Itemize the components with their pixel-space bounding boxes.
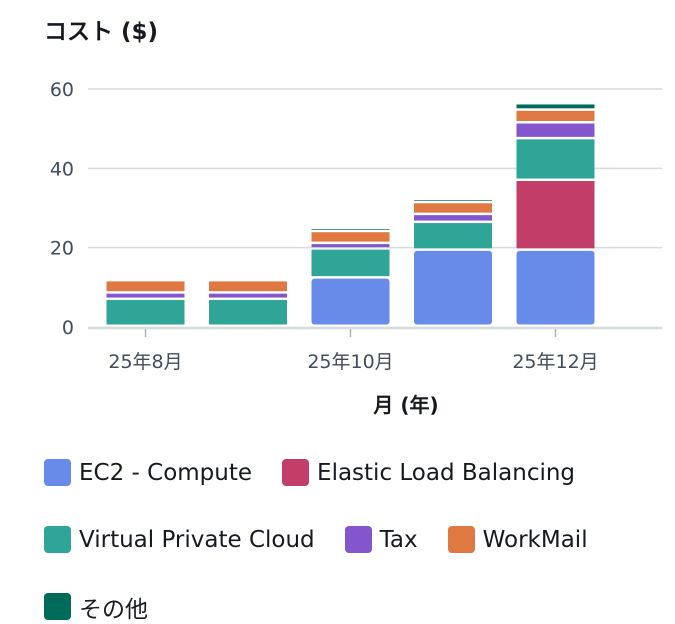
y-tick-label: 20 <box>50 238 74 260</box>
stacked-bar-chart: 0 20 40 60 25年8月 25年10月 25年12月 月 (年) <box>50 79 662 417</box>
bar-segment <box>209 293 287 298</box>
legend-item: その他 <box>44 592 148 623</box>
x-axis-label: 月 (年) <box>372 393 438 417</box>
legend-swatch <box>44 593 71 620</box>
legend-item: Tax <box>344 525 418 554</box>
legend-swatch <box>447 526 475 553</box>
y-tick-label: 0 <box>62 317 74 339</box>
legend-item: WorkMail <box>447 525 588 554</box>
bar-stack <box>311 229 390 325</box>
bar-segment <box>311 232 390 242</box>
bar-segment <box>209 281 287 292</box>
x-tick-label: 25年12月 <box>512 351 598 373</box>
legend-label: Elastic Load Balancing <box>317 459 576 486</box>
bar-stack <box>414 200 492 325</box>
bar-segment <box>311 244 390 248</box>
y-tick-label: 60 <box>50 79 74 101</box>
bar-segment <box>209 300 287 325</box>
legend-label: Tax <box>379 526 418 553</box>
bar-segment <box>106 293 185 298</box>
legend-item: Virtual Private Cloud <box>44 525 315 554</box>
legend-label: EC2 - Compute <box>79 459 253 486</box>
y-tick-label: 40 <box>50 158 74 180</box>
bar-segment <box>311 229 390 230</box>
bar-segment <box>311 249 390 277</box>
bar-segment <box>516 104 595 109</box>
bar-segment <box>516 139 595 179</box>
bar-stack <box>516 104 595 325</box>
legend-swatch <box>282 459 310 486</box>
bar-stack <box>209 281 287 325</box>
legend-swatch <box>44 526 71 553</box>
x-tick-label: 25年8月 <box>108 351 182 373</box>
bar-segment <box>311 278 390 325</box>
bar-segment <box>414 215 492 221</box>
legend-label: WorkMail <box>482 526 588 553</box>
legend: EC2 - Compute Elastic Load Balancing Virtu… <box>44 458 664 623</box>
bar-segment <box>414 223 492 249</box>
bar-segment <box>516 181 595 249</box>
x-tick-label: 25年10月 <box>307 351 393 373</box>
legend-swatch <box>44 459 71 486</box>
legend-item: EC2 - Compute <box>44 458 252 487</box>
legend-label: Virtual Private Cloud <box>79 526 315 553</box>
legend-swatch <box>344 526 372 553</box>
bar-segment <box>414 250 492 325</box>
bar-segment <box>516 110 595 122</box>
bar-segment <box>516 123 595 137</box>
bar-segment <box>414 203 492 213</box>
bar-segment <box>106 281 185 292</box>
legend-item: Elastic Load Balancing <box>282 458 575 487</box>
bar-stack <box>106 281 185 325</box>
bar-segment <box>516 250 595 325</box>
chart-title: コスト ($) <box>44 19 159 45</box>
bar-segment <box>414 200 492 201</box>
bar-segment <box>106 300 185 325</box>
legend-label: その他 <box>79 596 148 623</box>
